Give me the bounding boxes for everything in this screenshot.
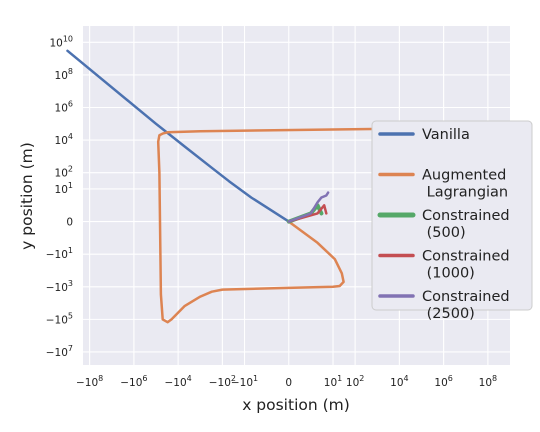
x-tick-label: 102 xyxy=(346,374,364,389)
y-tick-label: 106 xyxy=(55,99,73,114)
y-axis-label: y position (m) xyxy=(18,142,36,250)
y-tick-label: 0 xyxy=(66,217,73,229)
series-line xyxy=(287,191,330,223)
legend-label: Vanilla xyxy=(422,127,470,143)
x-tick-label: 0 xyxy=(285,377,292,389)
legend-label: Constrained (1000) xyxy=(422,249,510,282)
x-tick-label: −104 xyxy=(165,374,192,389)
legend-label: Constrained (500) xyxy=(422,208,510,241)
y-tick-label: 104 xyxy=(55,132,73,147)
x-tick-label: −108 xyxy=(76,374,103,389)
y-tick-label: 101 xyxy=(55,181,73,196)
x-tick-label: −102 xyxy=(209,374,236,389)
x-tick-label: −101 xyxy=(231,374,258,389)
x-tick-label: 106 xyxy=(434,374,452,389)
y-tick-label: −105 xyxy=(46,311,73,326)
y-tick-label: −107 xyxy=(46,344,73,359)
y-tick-label: −103 xyxy=(46,279,73,294)
x-tick-labels: −108 −106 −104 −102−101 0 101 102 104 106 108 xyxy=(76,374,497,389)
x-tick-label: 104 xyxy=(390,374,408,389)
series-line xyxy=(156,124,427,324)
legend-label: Augmented Lagrangian xyxy=(422,168,508,201)
x-axis-label: x position (m) xyxy=(242,396,350,414)
x-tick-label: 101 xyxy=(324,374,342,389)
y-tick-label: 108 xyxy=(55,67,73,82)
y-tick-label: −101 xyxy=(46,246,73,261)
y-tick-label: 102 xyxy=(55,165,73,180)
series-lines xyxy=(66,49,427,324)
legend-box xyxy=(371,120,533,311)
series-line xyxy=(66,49,291,223)
x-tick-label: −106 xyxy=(120,374,147,389)
x-tick-label: 108 xyxy=(479,374,497,389)
y-tick-label: 1010 xyxy=(49,34,73,49)
legend-entries: Vanilla Augmented Lagrangian Constrained (… xyxy=(377,127,510,322)
legend: Vanilla Augmented Lagrangian Constrained (… xyxy=(371,120,533,322)
legend-label: Constrained (2500) xyxy=(422,289,510,322)
